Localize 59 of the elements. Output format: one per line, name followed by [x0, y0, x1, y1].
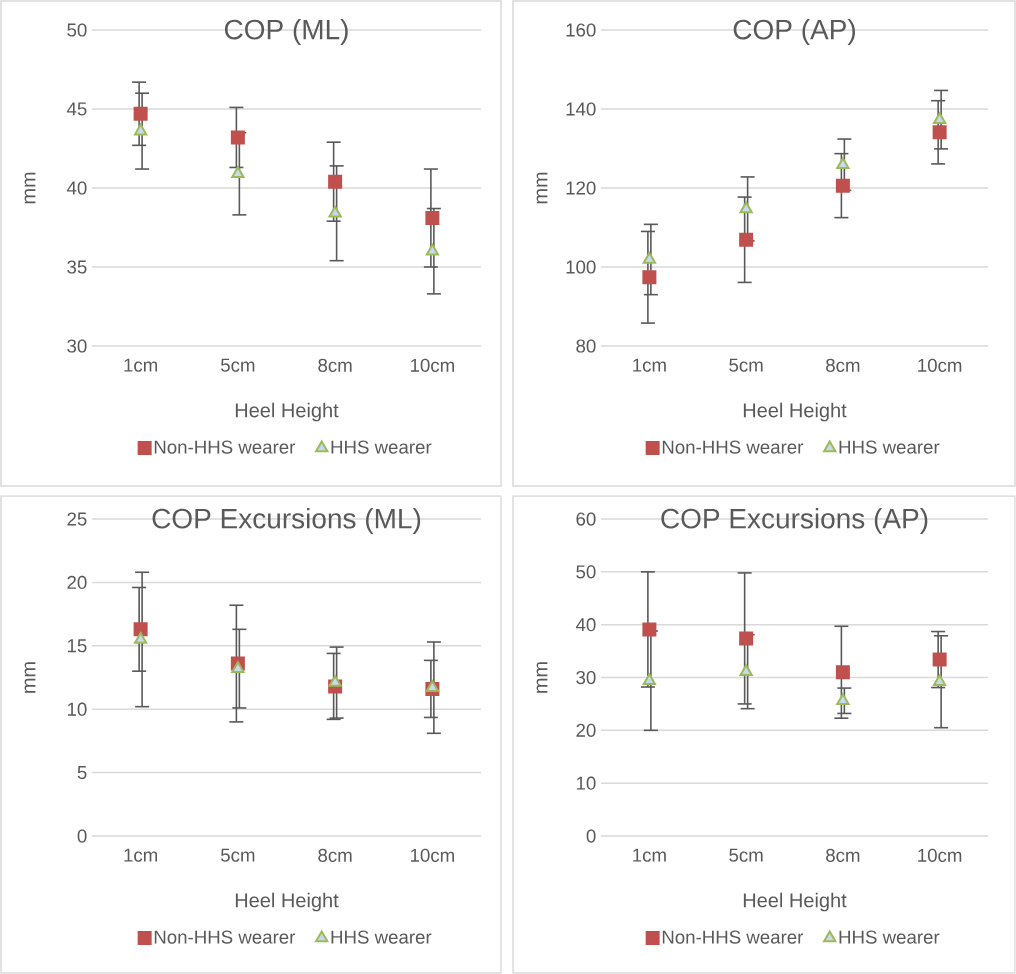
x-axis-title: Heel Height	[743, 402, 847, 422]
legend-label: Non-HHS wearer	[154, 930, 296, 944]
y-tick-label: 20	[576, 723, 596, 737]
y-tick-label: 50	[576, 565, 596, 579]
x-tick-label: 8cm	[826, 358, 860, 372]
x-tick-label: 1cm	[124, 848, 158, 862]
y-tick-label: 80	[576, 339, 596, 353]
y-tick-label: 0	[586, 829, 596, 843]
legend-label: HHS wearer	[839, 930, 940, 944]
y-axis-title: mm	[24, 662, 36, 693]
y-tick-label: 35	[67, 260, 87, 274]
x-tick-label: 10cm	[410, 848, 454, 862]
legend-label: Non-HHS wearer	[662, 440, 804, 454]
chart-title: COP (AP)	[733, 18, 855, 46]
legend-label: HHS wearer	[331, 930, 432, 944]
y-tick-label: 20	[67, 575, 87, 590]
x-tick-label: 10cm	[918, 848, 962, 862]
y-tick-label: 40	[66, 181, 87, 195]
y-axis-title: mm	[536, 172, 548, 204]
x-tick-label: 8cm	[318, 848, 352, 862]
x-tick-label: 10cm	[918, 358, 962, 372]
legend-label: HHS wearer	[331, 440, 432, 454]
y-axis-title: mm	[536, 662, 548, 693]
y-tick-label: 0	[77, 829, 87, 843]
y-tick-label: 100	[566, 260, 596, 274]
y-tick-label: 140	[566, 102, 596, 116]
y-tick-label: 25	[67, 512, 87, 526]
y-tick-label: 10	[67, 702, 87, 716]
chart-title: COP Excursions (AP)	[661, 507, 928, 535]
y-tick-label: 30	[576, 670, 596, 685]
x-axis-title: Heel Height	[743, 892, 847, 912]
x-tick-label: 5cm	[729, 848, 763, 862]
legend-label: HHS wearer	[839, 440, 940, 454]
x-tick-label: 8cm	[826, 848, 860, 862]
x-tick-label: 8cm	[318, 358, 352, 372]
x-tick-label: 10cm	[410, 358, 454, 372]
y-tick-label: 60	[576, 512, 596, 526]
y-tick-label: 15	[67, 639, 87, 653]
x-tick-label: 5cm	[729, 358, 763, 372]
x-tick-label: 1cm	[124, 358, 158, 372]
x-axis-title: Heel Height	[235, 402, 339, 422]
chart-title: COP (ML)	[224, 18, 348, 46]
x-tick-label: 5cm	[221, 358, 255, 372]
legend-label: Non-HHS wearer	[662, 930, 804, 944]
y-tick-label: 160	[566, 23, 596, 37]
x-tick-label: 1cm	[633, 848, 666, 862]
chart-title: COP Excursions (ML)	[152, 507, 421, 535]
x-tick-label: 5cm	[221, 848, 255, 862]
x-axis-title: Heel Height	[235, 892, 339, 912]
y-tick-label: 5	[77, 766, 87, 780]
y-tick-label: 30	[67, 339, 87, 353]
y-tick-label: 45	[66, 102, 87, 116]
y-axis-title: mm	[24, 172, 36, 204]
y-tick-label: 10	[576, 776, 596, 790]
y-tick-label: 50	[67, 23, 87, 37]
legend-label: Non-HHS wearer	[154, 440, 296, 454]
y-tick-label: 40	[575, 618, 596, 632]
y-tick-label: 120	[566, 181, 596, 195]
x-tick-label: 1cm	[633, 358, 666, 372]
